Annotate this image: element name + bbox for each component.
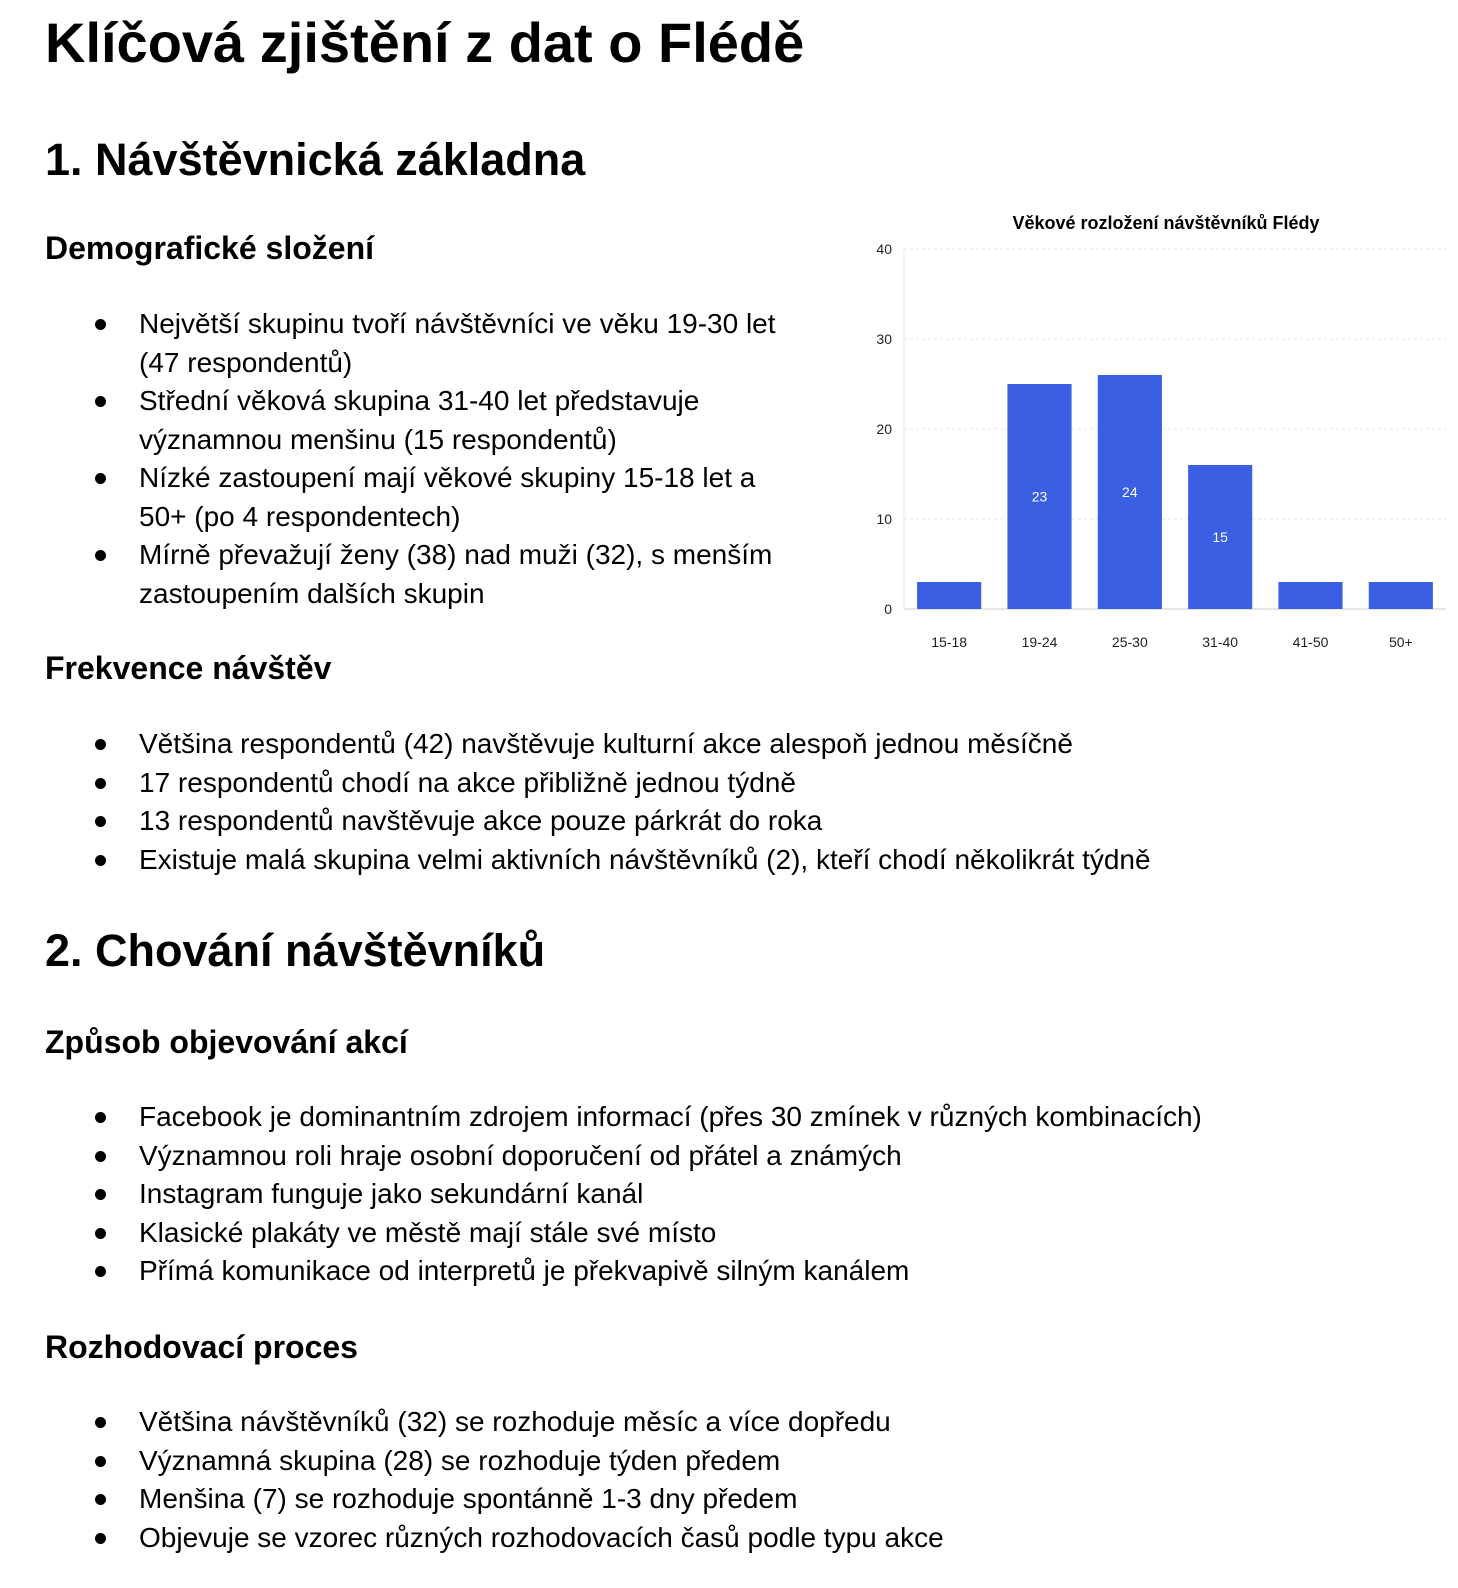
list-item-text: Většina návštěvníků (32) se rozhoduje mě… (139, 1406, 891, 1437)
y-tick-label: 40 (876, 241, 892, 257)
x-tick-label: 41-50 (1293, 634, 1329, 650)
list-item-text: Významnou roli hraje osobní doporučení o… (139, 1139, 902, 1171)
bar-25-30 (1097, 375, 1162, 609)
list-item-text: Většina respondentů (42) navštěvuje kult… (139, 728, 1073, 759)
bullet-icon (95, 473, 106, 484)
list-item-text: 17 respondentů chodí na akce přibližně j… (139, 766, 796, 798)
list-item-text: Klasické plakáty ve městě mají stále své… (139, 1216, 717, 1248)
y-tick-label: 30 (876, 331, 892, 347)
list-item: 17 respondentů chodí na akce přibližně j… (45, 764, 1151, 803)
list-item-line: Největší skupinu tvoří návštěvníci ve vě… (139, 308, 776, 339)
demographics-heading: Demografické složení (45, 230, 374, 266)
list-item: 13 respondentů navštěvuje akce pouze pár… (45, 802, 1151, 841)
list-item-line: 50+ (po 4 respondentech) (139, 500, 461, 532)
frequency-heading: Frekvence návštěv (45, 650, 332, 686)
bar-data-label: 15 (1212, 529, 1228, 545)
bullet-icon (95, 1189, 106, 1200)
bullet-icon (95, 1417, 106, 1428)
list-item-line: zastoupením dalších skupin (139, 577, 485, 609)
discovery-list: Facebook je dominantním zdrojem informac… (45, 1098, 1202, 1291)
list-item: Objevuje se vzorec různých rozhodovacích… (45, 1519, 944, 1558)
x-tick-label: 31-40 (1202, 634, 1238, 650)
chart-x-axis: 15-18 19-24 25-30 31-40 41-50 50+ (931, 634, 1412, 650)
y-tick-label: 20 (876, 421, 892, 437)
bar-50+ (1368, 582, 1433, 609)
list-item-text: Přímá komunikace od interpretů je překva… (139, 1255, 910, 1286)
list-item: Nízké zastoupení mají věkové skupiny 15-… (45, 459, 776, 536)
discovery-heading: Způsob objevování akcí (45, 1024, 408, 1060)
list-item: Facebook je dominantním zdrojem informac… (45, 1098, 1202, 1137)
section-1-heading: 1. Návštěvnická základna (45, 134, 586, 185)
list-item: Významná skupina (28) se rozhoduje týden… (45, 1442, 944, 1481)
x-tick-label: 25-30 (1112, 634, 1148, 650)
list-item: Mírně převažují ženy (38) nad muži (32),… (45, 536, 776, 613)
age-distribution-chart: Věkové rozložení návštěvníků Flédy 0 10 20… (876, 213, 1446, 650)
bar-data-label: 24 (1122, 484, 1138, 500)
chart-y-axis: 0 10 20 30 40 (876, 241, 892, 617)
list-item-line: významnou menšinu (15 respondentů) (139, 423, 617, 455)
bar-19-24 (1007, 384, 1072, 609)
list-item-text: Menšina (7) se rozhoduje spontánně 1-3 d… (139, 1483, 798, 1514)
bar-15-18 (917, 582, 982, 609)
list-item: Přímá komunikace od interpretů je překva… (45, 1252, 1202, 1291)
bullet-icon (95, 1494, 106, 1505)
chart-data-labels: 23 24 15 (1032, 484, 1228, 545)
x-tick-label: 19-24 (1022, 634, 1058, 650)
decision-list: Většina návštěvníků (32) se rozhoduje mě… (45, 1403, 944, 1557)
y-tick-label: 10 (876, 511, 892, 527)
bullet-icon (95, 1150, 106, 1162)
list-item: Většina návštěvníků (32) se rozhoduje mě… (45, 1403, 944, 1442)
bar-data-label: 23 (1032, 489, 1048, 505)
demographics-list: Největší skupinu tvoří návštěvníci ve vě… (45, 305, 776, 613)
bullet-icon (95, 1112, 106, 1123)
list-item: Instagram funguje jako sekundární kanál (45, 1175, 1202, 1214)
decision-heading: Rozhodovací proces (45, 1329, 358, 1365)
list-item-text: 13 respondentů navštěvuje akce pouze pár… (139, 805, 823, 836)
list-item-text: Instagram funguje jako sekundární kanál (139, 1178, 644, 1209)
list-item-text: Významná skupina (28) se rozhoduje týden… (139, 1444, 781, 1476)
bullet-icon (95, 1532, 106, 1544)
list-item: Klasické plakáty ve městě mají stále své… (45, 1214, 1202, 1253)
list-item-line: Střední věková skupina 31-40 let předsta… (139, 385, 700, 416)
chart-title: Věkové rozložení návštěvníků Flédy (1012, 213, 1319, 233)
bullet-icon (95, 777, 106, 789)
bar-31-40 (1188, 465, 1253, 609)
list-item-line: Nízké zastoupení mají věkové skupiny 15-… (139, 462, 756, 493)
list-item-line: Mírně převažují ženy (38) nad muži (32),… (139, 539, 773, 570)
list-item-line: (47 respondentů) (139, 346, 353, 378)
list-item-text: Objevuje se vzorec různých rozhodovacích… (139, 1521, 944, 1553)
chart-gridlines (903, 248, 1446, 610)
page-title: Klíčová zjištění z dat o Flédě (45, 11, 805, 74)
list-item: Největší skupinu tvoří návštěvníci ve vě… (45, 305, 776, 382)
bullet-icon (95, 739, 106, 750)
list-item: Střední věková skupina 31-40 let předsta… (45, 382, 776, 459)
x-tick-label: 50+ (1389, 634, 1413, 650)
list-item: Existuje malá skupina velmi aktivních ná… (45, 841, 1151, 880)
bullet-icon (95, 1266, 106, 1277)
frequency-list: Většina respondentů (42) navštěvuje kult… (45, 725, 1151, 879)
list-item-text: Facebook je dominantním zdrojem informac… (139, 1101, 1202, 1132)
bullet-icon (95, 816, 106, 827)
x-tick-label: 15-18 (931, 634, 967, 650)
y-tick-label: 0 (884, 601, 892, 617)
list-item-text: Existuje malá skupina velmi aktivních ná… (139, 843, 1151, 875)
bullet-icon (95, 1455, 106, 1467)
bullet-icon (95, 854, 106, 866)
list-item: Menšina (7) se rozhoduje spontánně 1-3 d… (45, 1480, 944, 1519)
section-2-heading: 2. Chování návštěvníků (45, 925, 546, 976)
chart-bars (917, 375, 1433, 609)
bullet-icon (95, 1227, 106, 1239)
bullet-icon (95, 396, 106, 407)
bullet-icon (95, 550, 106, 561)
list-item: Významnou roli hraje osobní doporučení o… (45, 1137, 1202, 1176)
list-item: Většina respondentů (42) navštěvuje kult… (45, 725, 1151, 764)
bar-41-50 (1278, 582, 1343, 609)
bullet-icon (95, 319, 106, 330)
